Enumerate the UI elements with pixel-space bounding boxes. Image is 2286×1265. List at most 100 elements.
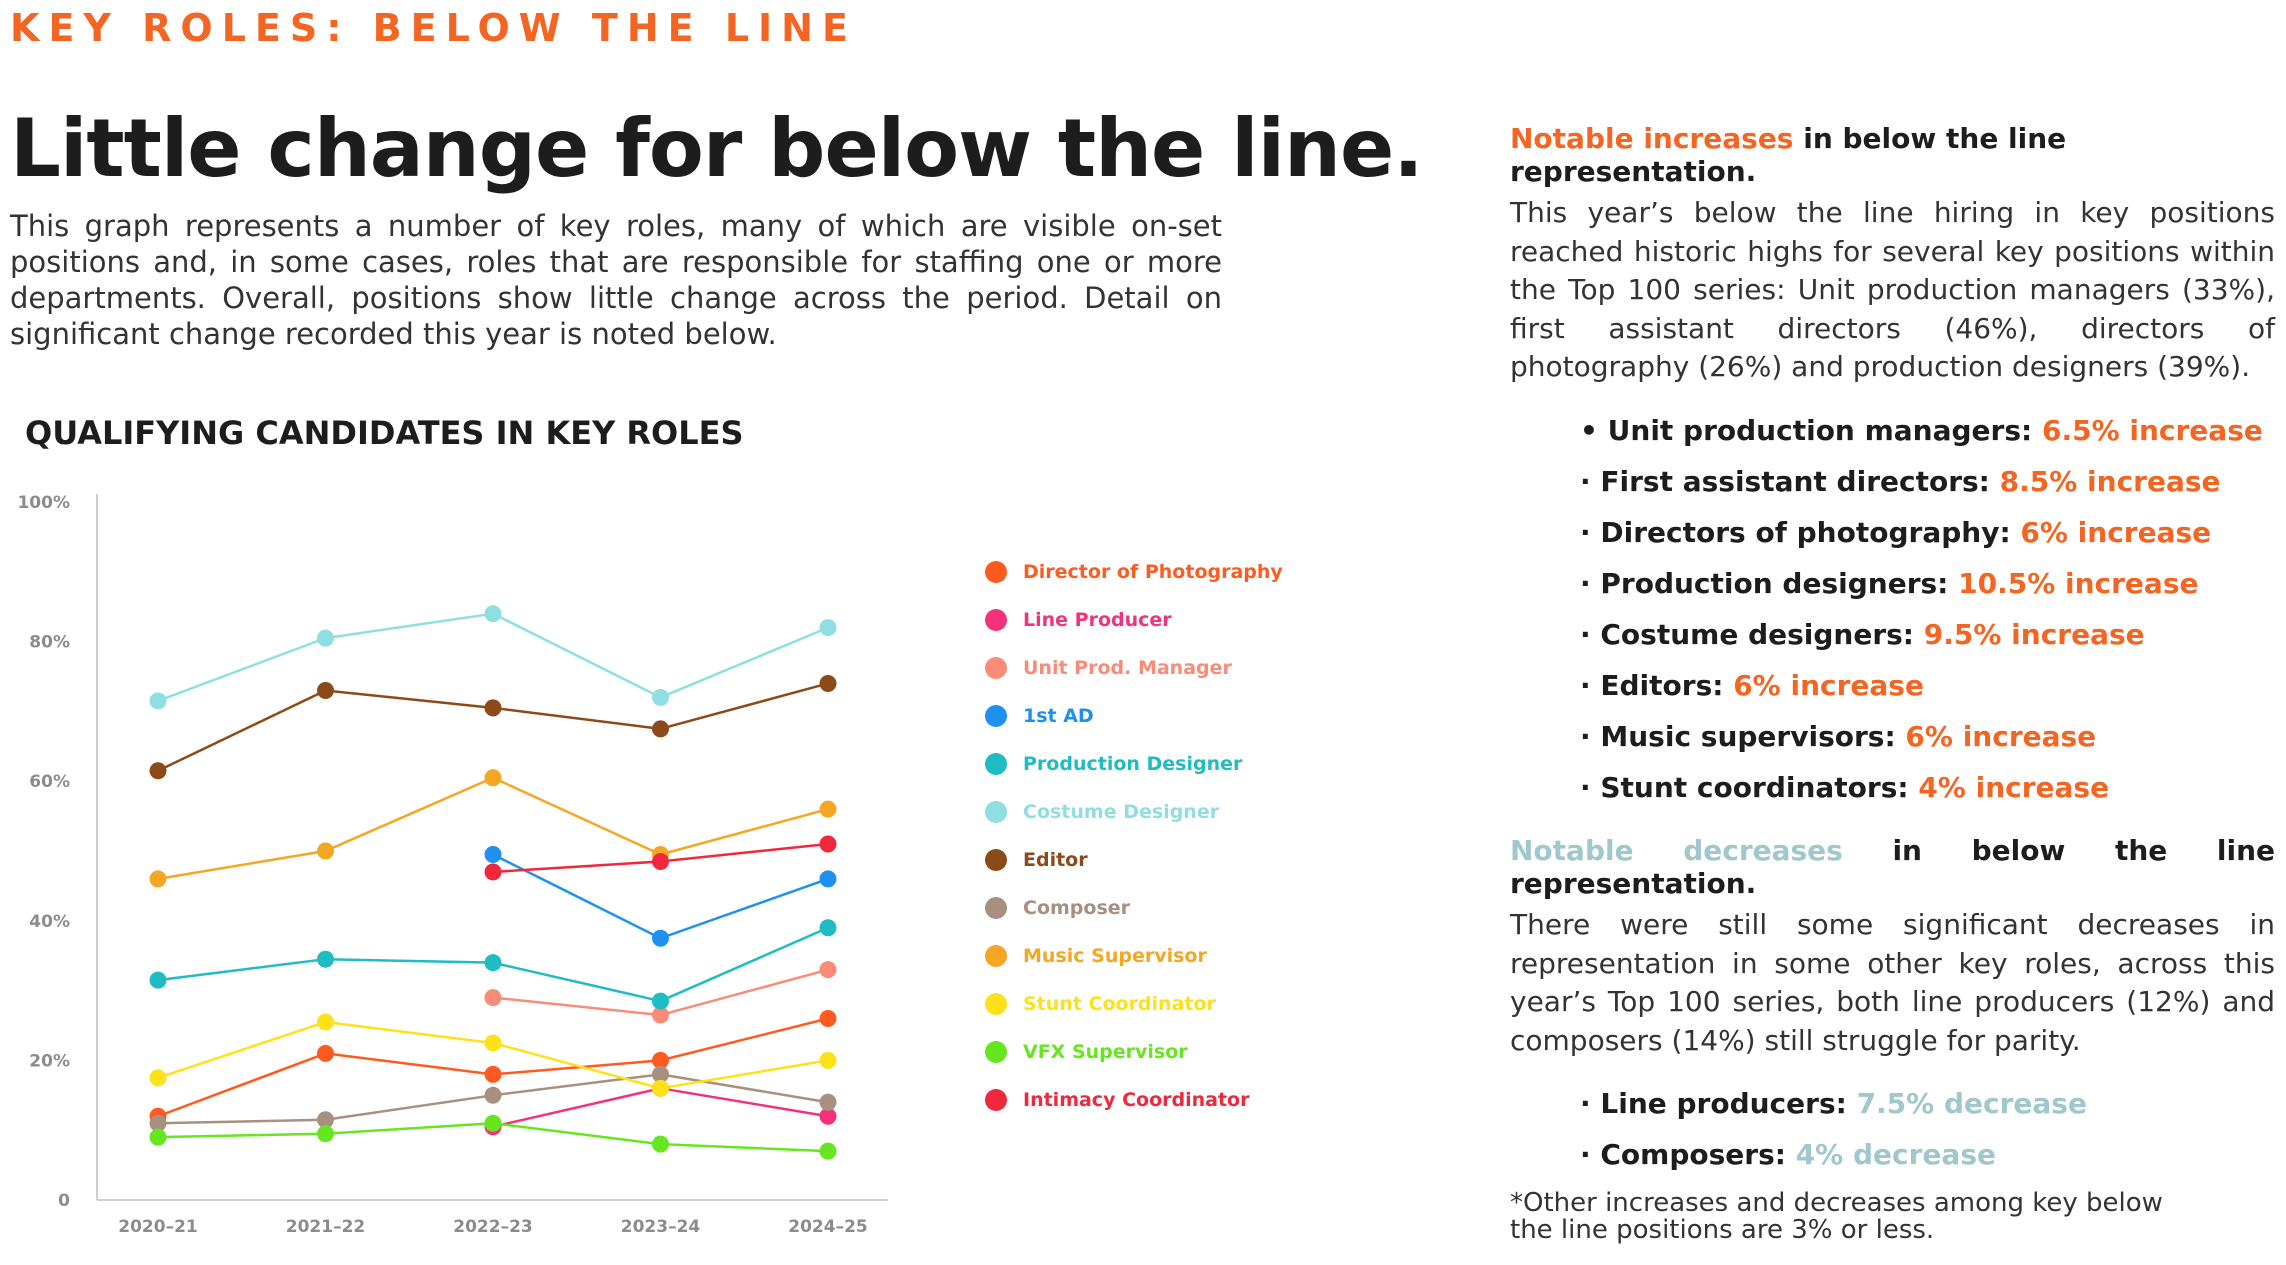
x-tick-label: 2022–23 — [453, 1217, 532, 1237]
data-point — [149, 692, 167, 710]
legend-label: 1st AD — [1023, 705, 1094, 727]
y-tick-label: 100% — [17, 493, 70, 513]
increase-item-label: · Costume designers: — [1580, 617, 1924, 651]
y-tick-label: 40% — [29, 912, 70, 932]
legend-item: Costume Designer — [985, 788, 1283, 836]
legend-swatch — [985, 657, 1007, 679]
increase-item-label: · Production designers: — [1580, 566, 1959, 600]
legend-swatch — [985, 993, 1007, 1015]
x-tick-label: 2020–21 — [118, 1217, 197, 1237]
decreases-heading: Notable decreases in below the line repr… — [1510, 834, 2275, 900]
increases-list: • Unit production managers: 6.5% increas… — [1580, 405, 2275, 813]
increases-heading-rest: in below the line representation. — [1510, 122, 2067, 188]
data-point — [819, 1010, 837, 1028]
data-point — [819, 961, 837, 979]
data-point — [819, 674, 837, 692]
data-point — [484, 1086, 502, 1104]
increase-item-value: 10.5% increase — [1958, 566, 2199, 600]
chart-title: QUALIFYING CANDIDATES IN KEY ROLES — [25, 414, 744, 452]
decrease-item-value: 4% decrease — [1795, 1138, 1996, 1171]
legend-swatch — [985, 561, 1007, 583]
chart-legend: Director of Photography Line Producer Unit… — [985, 548, 1283, 1124]
decreases-section: Notable decreases in below the line repr… — [1510, 834, 2275, 1180]
series-line — [157, 612, 829, 703]
data-point — [484, 989, 502, 1007]
increase-item-label: · Directors of photography: — [1580, 515, 2021, 549]
legend-label: Line Producer — [1023, 609, 1172, 631]
increase-item-value: 8.5% increase — [1999, 464, 2221, 498]
legend-item: Intimacy Coordinator — [985, 1076, 1283, 1124]
x-tick-label: 2021–22 — [286, 1217, 365, 1237]
legend-label: Composer — [1023, 897, 1131, 919]
data-point — [484, 1065, 502, 1083]
legend-item: Composer — [985, 884, 1283, 932]
data-point — [652, 1051, 669, 1069]
data-point — [484, 605, 502, 623]
decreases-heading-highlight: Notable decreases — [1510, 834, 1843, 867]
intro-paragraph: This graph represents a number of key ro… — [10, 209, 1222, 351]
data-point — [484, 699, 502, 717]
decrease-item-label: · Line producers: — [1580, 1087, 1857, 1120]
data-point — [819, 919, 837, 937]
legend-item: Director of Photography — [985, 548, 1283, 596]
data-point — [317, 629, 334, 647]
legend-label: Music Supervisor — [1023, 945, 1207, 967]
data-point — [819, 1107, 837, 1125]
data-point — [652, 688, 669, 706]
data-point — [652, 720, 669, 738]
data-point — [819, 1142, 837, 1160]
data-point — [819, 1051, 837, 1069]
legend-swatch — [985, 1089, 1007, 1111]
legend-swatch — [985, 705, 1007, 727]
data-point — [652, 1079, 669, 1097]
increase-item-label: • Unit production managers: — [1580, 413, 2042, 447]
increases-section: Notable increases in below the line repr… — [1510, 122, 2275, 813]
legend-label: VFX Supervisor — [1023, 1041, 1188, 1063]
increase-item-value: 6% increase — [1905, 719, 2097, 753]
data-point — [484, 769, 502, 787]
legend-label: Intimacy Coordinator — [1023, 1089, 1250, 1111]
increases-body: This year’s below the line hiring in key… — [1510, 196, 2275, 383]
data-point — [484, 954, 502, 972]
increases-heading-highlight: Notable increases — [1510, 122, 1794, 155]
data-point — [317, 1111, 334, 1129]
legend-label: Stunt Coordinator — [1023, 993, 1216, 1015]
data-point — [819, 835, 837, 853]
footnote: *Other increases and decreases among key… — [1510, 1188, 2163, 1245]
increase-item: · Editors: 6% increase — [1580, 660, 2275, 711]
increase-item-label: · First assistant directors: — [1580, 464, 2000, 498]
decrease-item: · Composers: 4% decrease — [1580, 1129, 2275, 1180]
page-headline: Little change for below the line. — [10, 102, 1424, 195]
increase-item: · Directors of photography: 6% increase — [1580, 507, 2275, 558]
data-point — [819, 870, 837, 888]
data-point — [652, 1006, 669, 1024]
data-point — [149, 1069, 167, 1087]
legend-item: Production Designer — [985, 740, 1283, 788]
decrease-item-value: 7.5% decrease — [1856, 1087, 2087, 1120]
increase-item-value: 6% increase — [2020, 515, 2212, 549]
notes-column: Notable increases in below the line repr… — [1510, 122, 2275, 1171]
data-point — [484, 1114, 502, 1132]
data-point — [149, 971, 167, 989]
data-point — [484, 845, 502, 863]
increase-item: · Costume designers: 9.5% increase — [1580, 609, 2275, 660]
legend-item: Unit Prod. Manager — [985, 644, 1283, 692]
section-kicker: KEY ROLES: BELOW THE LINE — [10, 6, 857, 50]
legend-swatch — [985, 849, 1007, 871]
decreases-body: There were still some significant decrea… — [1510, 908, 2275, 1057]
decreases-heading-rest: in below the line representation. — [1510, 834, 2275, 900]
increase-item-value: 4% increase — [1918, 770, 2110, 804]
decrease-item: · Line producers: 7.5% decrease — [1580, 1078, 2275, 1129]
y-tick-label: 60% — [29, 772, 70, 792]
increase-item-label: · Music supervisors: — [1580, 719, 1906, 753]
increase-item: · Music supervisors: 6% increase — [1580, 711, 2275, 762]
data-point — [149, 1128, 167, 1146]
increase-item: · Stunt coordinators: 4% increase — [1580, 762, 2275, 813]
legend-item: 1st AD — [985, 692, 1283, 740]
legend-item: Editor — [985, 836, 1283, 884]
series-line — [157, 682, 829, 772]
data-point — [484, 1034, 502, 1052]
data-point — [652, 1135, 669, 1153]
data-point — [149, 1114, 167, 1132]
legend-item: Music Supervisor — [985, 932, 1283, 980]
